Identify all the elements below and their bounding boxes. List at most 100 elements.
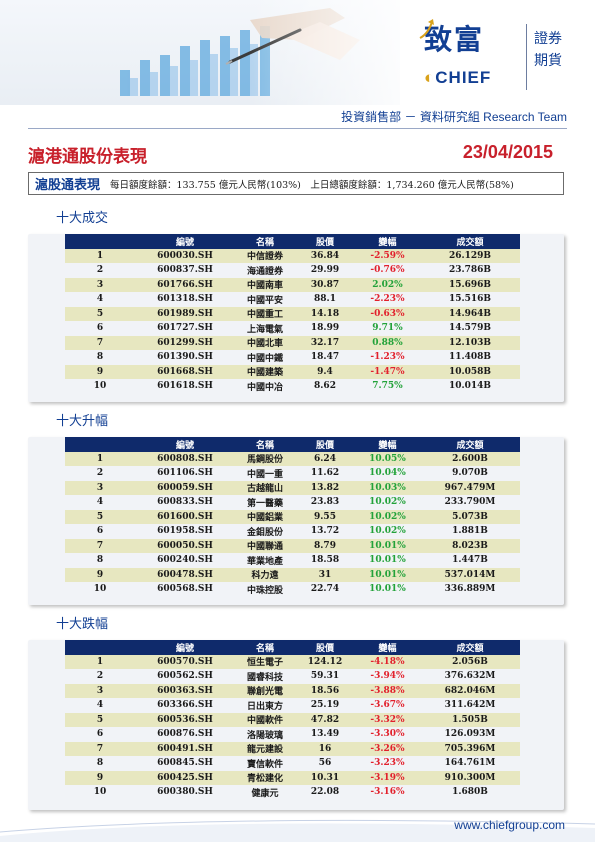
- stock-code-cell: 600568.SH: [135, 582, 235, 597]
- stock-code-cell: 601668.SH: [135, 364, 235, 379]
- rank-cell: 10: [65, 582, 135, 597]
- rank-cell: 7: [65, 335, 135, 350]
- change-cell: 10.02%: [355, 509, 420, 524]
- table-row: 5 600536.SH 中國軟件 47.82 -3.32% 1.505B: [65, 712, 520, 727]
- column-header-rank: [65, 234, 135, 249]
- table-row: 4 600833.SH 第一醫藥 23.83 10.02% 233.790M: [65, 495, 520, 510]
- stock-name-cell: 中國建築: [235, 364, 295, 379]
- table-row: 8 600240.SH 華業地產 18.58 10.01% 1.447B: [65, 553, 520, 568]
- stock-name-cell: 中國平安: [235, 292, 295, 307]
- logo-english-name: ◐CHIEF: [424, 68, 491, 88]
- summary-bar: 滬股通表現 每日額度餘額：133.755 億元人民幣(103%) 上日總額度餘額…: [28, 172, 564, 195]
- change-cell: 10.02%: [355, 495, 420, 510]
- price-cell: 56: [295, 756, 355, 771]
- turnover-cell: 26.129B: [420, 248, 520, 263]
- turnover-cell: 1.680B: [420, 785, 520, 800]
- table-row: 6 600876.SH 洛陽玻璃 13.49 -3.30% 126.093M: [65, 727, 520, 742]
- rank-cell: 8: [65, 553, 135, 568]
- price-cell: 22.74: [295, 582, 355, 597]
- change-cell: 7.75%: [355, 379, 420, 394]
- turnover-cell: 23.786B: [420, 263, 520, 278]
- section-top-gainers: 十大升幅 編號 名稱 股價 變幅 成交額 1 600808.SH 馬鋼股份 6.24 1…: [28, 411, 564, 605]
- stock-code-cell: 600363.SH: [135, 683, 235, 698]
- turnover-cell: 14.579B: [420, 321, 520, 336]
- stock-code-cell: 600808.SH: [135, 451, 235, 466]
- stock-name-cell: 恒生電子: [235, 654, 295, 669]
- change-cell: -1.47%: [355, 364, 420, 379]
- stock-name-cell: 龍元建設: [235, 741, 295, 756]
- summary-label: 滬股通表現: [35, 178, 101, 193]
- stock-code-cell: 601299.SH: [135, 335, 235, 350]
- turnover-cell: 12.103B: [420, 335, 520, 350]
- table-row: 9 600478.SH 科力遠 31 10.01% 537.014M: [65, 567, 520, 582]
- rank-cell: 2: [65, 466, 135, 481]
- stock-name-cell: 寶信軟件: [235, 756, 295, 771]
- section-title: 十大跌幅: [56, 617, 109, 632]
- stock-name-cell: 中國中鐵: [235, 350, 295, 365]
- stock-code-cell: 600425.SH: [135, 770, 235, 785]
- price-cell: 31: [295, 567, 355, 582]
- stock-name-cell: 中國重工: [235, 306, 295, 321]
- change-cell: 10.01%: [355, 538, 420, 553]
- table-row: 4 603366.SH 日出東方 25.19 -3.67% 311.642M: [65, 698, 520, 713]
- rank-cell: 2: [65, 669, 135, 684]
- stock-code-cell: 600833.SH: [135, 495, 235, 510]
- column-header-turnover: 成交額: [420, 437, 520, 452]
- section-top-losers: 十大跌幅 編號 名稱 股價 變幅 成交額 1 600570.SH 恒生電子 124.1…: [28, 614, 564, 810]
- table-row: 10 600380.SH 健康元 22.08 -3.16% 1.680B: [65, 785, 520, 800]
- logo-chinese-name: 致富: [424, 23, 485, 56]
- column-header-name: 名稱: [235, 437, 295, 452]
- rank-cell: 1: [65, 451, 135, 466]
- rank-cell: 5: [65, 509, 135, 524]
- section-top-turnover: 十大成交 編號 名稱 股價 變幅 成交額 1 600030.SH 中信證券 36.84…: [28, 208, 564, 402]
- ranking-table: 編號 名稱 股價 變幅 成交額 1 600570.SH 恒生電子 124.12 -4.1…: [65, 640, 520, 800]
- stock-code-cell: 600030.SH: [135, 248, 235, 263]
- table-row: 10 601618.SH 中國中冶 8.62 7.75% 10.014B: [65, 379, 520, 394]
- stock-name-cell: 中國北車: [235, 335, 295, 350]
- stock-code-cell: 601989.SH: [135, 306, 235, 321]
- change-cell: 10.01%: [355, 553, 420, 568]
- table-row: 1 600808.SH 馬鋼股份 6.24 10.05% 2.600B: [65, 451, 520, 466]
- table-row: 6 601958.SH 金鉬股份 13.72 10.02% 1.881B: [65, 524, 520, 539]
- turnover-cell: 1.881B: [420, 524, 520, 539]
- website-link[interactable]: www.chiefgroup.com: [454, 818, 565, 832]
- stock-name-cell: 金鉬股份: [235, 524, 295, 539]
- table-row: 5 601600.SH 中國鋁業 9.55 10.02% 5.073B: [65, 509, 520, 524]
- turnover-cell: 967.479M: [420, 480, 520, 495]
- column-header-change: 變幅: [355, 640, 420, 655]
- report-date: 23/04/2015: [462, 142, 553, 162]
- stock-name-cell: 上海電氣: [235, 321, 295, 336]
- turnover-cell: 15.696B: [420, 277, 520, 292]
- rank-cell: 9: [65, 364, 135, 379]
- rank-cell: 6: [65, 727, 135, 742]
- turnover-cell: 311.642M: [420, 698, 520, 713]
- banner-fade: [250, 0, 430, 105]
- table-row: 9 600425.SH 青松建化 10.31 -3.19% 910.300M: [65, 770, 520, 785]
- logo-side-text: 證券 期貨: [534, 28, 562, 72]
- stock-name-cell: 中珠控股: [235, 582, 295, 597]
- column-header-turnover: 成交額: [420, 640, 520, 655]
- change-cell: -3.30%: [355, 727, 420, 742]
- price-cell: 32.17: [295, 335, 355, 350]
- stock-code-cell: 601318.SH: [135, 292, 235, 307]
- section-title: 十大成交: [56, 211, 109, 226]
- table-row: 2 600562.SH 國睿科技 59.31 -3.94% 376.632M: [65, 669, 520, 684]
- turnover-cell: 5.073B: [420, 509, 520, 524]
- section-panel: 編號 名稱 股價 變幅 成交額 1 600808.SH 馬鋼股份 6.24 10.05%…: [28, 437, 564, 605]
- table-row: 3 600363.SH 聯創光電 18.56 -3.88% 682.046M: [65, 683, 520, 698]
- summary-text: 每日額度餘額：133.755 億元人民幣(103%) 上日總額度餘額：1,734…: [110, 179, 514, 191]
- turnover-cell: 15.516B: [420, 292, 520, 307]
- price-cell: 6.24: [295, 451, 355, 466]
- change-cell: -1.23%: [355, 350, 420, 365]
- rank-cell: 8: [65, 756, 135, 771]
- table-header-row: 編號 名稱 股價 變幅 成交額: [65, 234, 520, 249]
- change-cell: 10.01%: [355, 567, 420, 582]
- stock-name-cell: 中國中冶: [235, 379, 295, 394]
- ranking-table: 編號 名稱 股價 變幅 成交額 1 600030.SH 中信證券 36.84 -2.59…: [65, 234, 520, 394]
- column-header-turnover: 成交額: [420, 234, 520, 249]
- price-cell: 88.1: [295, 292, 355, 307]
- stock-name-cell: 聯創光電: [235, 683, 295, 698]
- column-header-name: 名稱: [235, 640, 295, 655]
- stock-code-cell: 600240.SH: [135, 553, 235, 568]
- turnover-cell: 2.600B: [420, 451, 520, 466]
